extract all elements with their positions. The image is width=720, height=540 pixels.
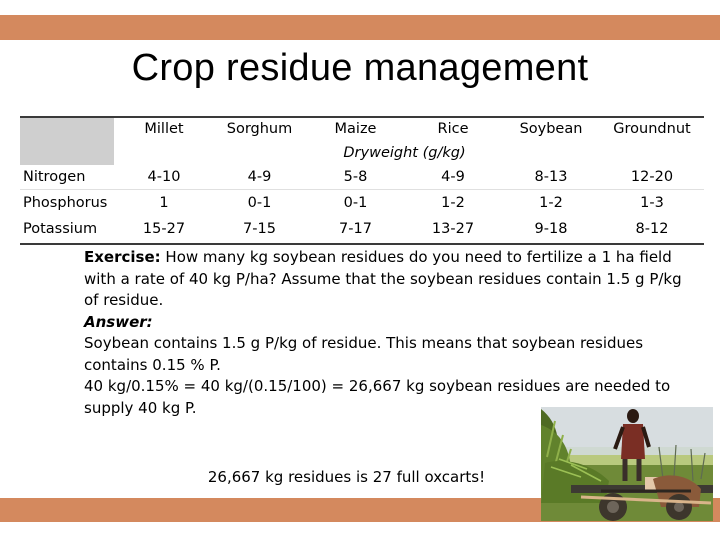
table-cell: 4-9 — [404, 164, 502, 190]
table-cell: 4-9 — [212, 164, 307, 190]
table-cell: 13-27 — [431, 220, 475, 237]
table-corner-cell — [20, 116, 114, 165]
column-header: Groundnut — [613, 120, 691, 137]
table-cell: 7-15 — [243, 220, 276, 237]
answer-line: contains 0.15 % P. — [84, 355, 221, 374]
table-cell: 8-13 — [502, 164, 600, 190]
column-header: Maize — [334, 120, 377, 137]
nutrient-table: Millet Sorghum Maize Rice Soybean Ground… — [20, 116, 704, 241]
table-cell: 15-27 — [142, 220, 186, 237]
oxcart-photo — [541, 407, 713, 521]
table-cell: 4-10 — [116, 164, 212, 190]
table-cell: 1-2 — [539, 195, 563, 211]
table-cell: 9-18 — [534, 220, 568, 237]
table-bottom-rule — [20, 243, 704, 245]
question-line: of residue. — [84, 291, 164, 309]
row-label: Nitrogen — [20, 164, 116, 190]
table-cell: 8-12 — [635, 220, 669, 237]
table-subheader-row: Dryweight (g/kg) — [20, 141, 704, 164]
table-row: Phosphorus 1 0-1 0-1 1-2 1-2 1-3 — [20, 190, 704, 217]
table-top-rule — [20, 116, 704, 118]
table-header-row: Millet Sorghum Maize Rice Soybean Ground… — [20, 116, 704, 141]
table-cell: 12-20 — [600, 164, 704, 190]
exercise-text: Exercise: How many kg soybean residues d… — [84, 247, 682, 419]
table-row: Potassium 15-27 7-15 7-17 13-27 9-18 8-1… — [20, 216, 704, 241]
table-cell: 1-2 — [441, 195, 465, 211]
table-cell: 0-1 — [343, 195, 368, 211]
slide-title: Crop residue management — [131, 47, 589, 89]
question-line: with a rate of 40 kg P/ha? Assume that t… — [84, 269, 682, 288]
column-header: Sorghum — [226, 120, 293, 137]
table-cell: 1-3 — [640, 195, 664, 211]
table-cell: 5-8 — [307, 164, 404, 190]
table-row: Nitrogen 4-10 4-9 5-8 4-9 8-13 12-20 — [20, 164, 704, 190]
column-header: Rice — [437, 120, 469, 137]
table-cell: 7-17 — [339, 220, 372, 237]
table-cell: 0-1 — [247, 195, 272, 211]
table-cell: 1 — [159, 195, 169, 211]
empty-header-cell — [20, 116, 116, 141]
column-header: Millet — [144, 120, 184, 137]
row-label: Phosphorus — [23, 195, 108, 211]
question-line: Exercise: How many kg soybean residues d… — [84, 248, 672, 266]
conclusion-text: 26,667 kg residues is 27 full oxcarts! — [207, 468, 486, 486]
answer-line: supply 40 kg P. — [84, 398, 197, 417]
exercise-label: Exercise: — [84, 248, 161, 266]
answer-line: Soybean contains 1.5 g P/kg of residue. … — [84, 334, 644, 352]
answer-line: 40 kg/0.15% = 40 kg/(0.15/100) = 26,667 … — [84, 377, 671, 395]
answer-label: Answer: — [84, 312, 153, 331]
column-header: Soybean — [519, 120, 583, 137]
unit-subheader: Dryweight (g/kg) — [343, 144, 466, 161]
top-accent-band — [0, 15, 720, 40]
row-label: Potassium — [23, 220, 98, 237]
oxcart-photo-illustration — [541, 407, 713, 521]
